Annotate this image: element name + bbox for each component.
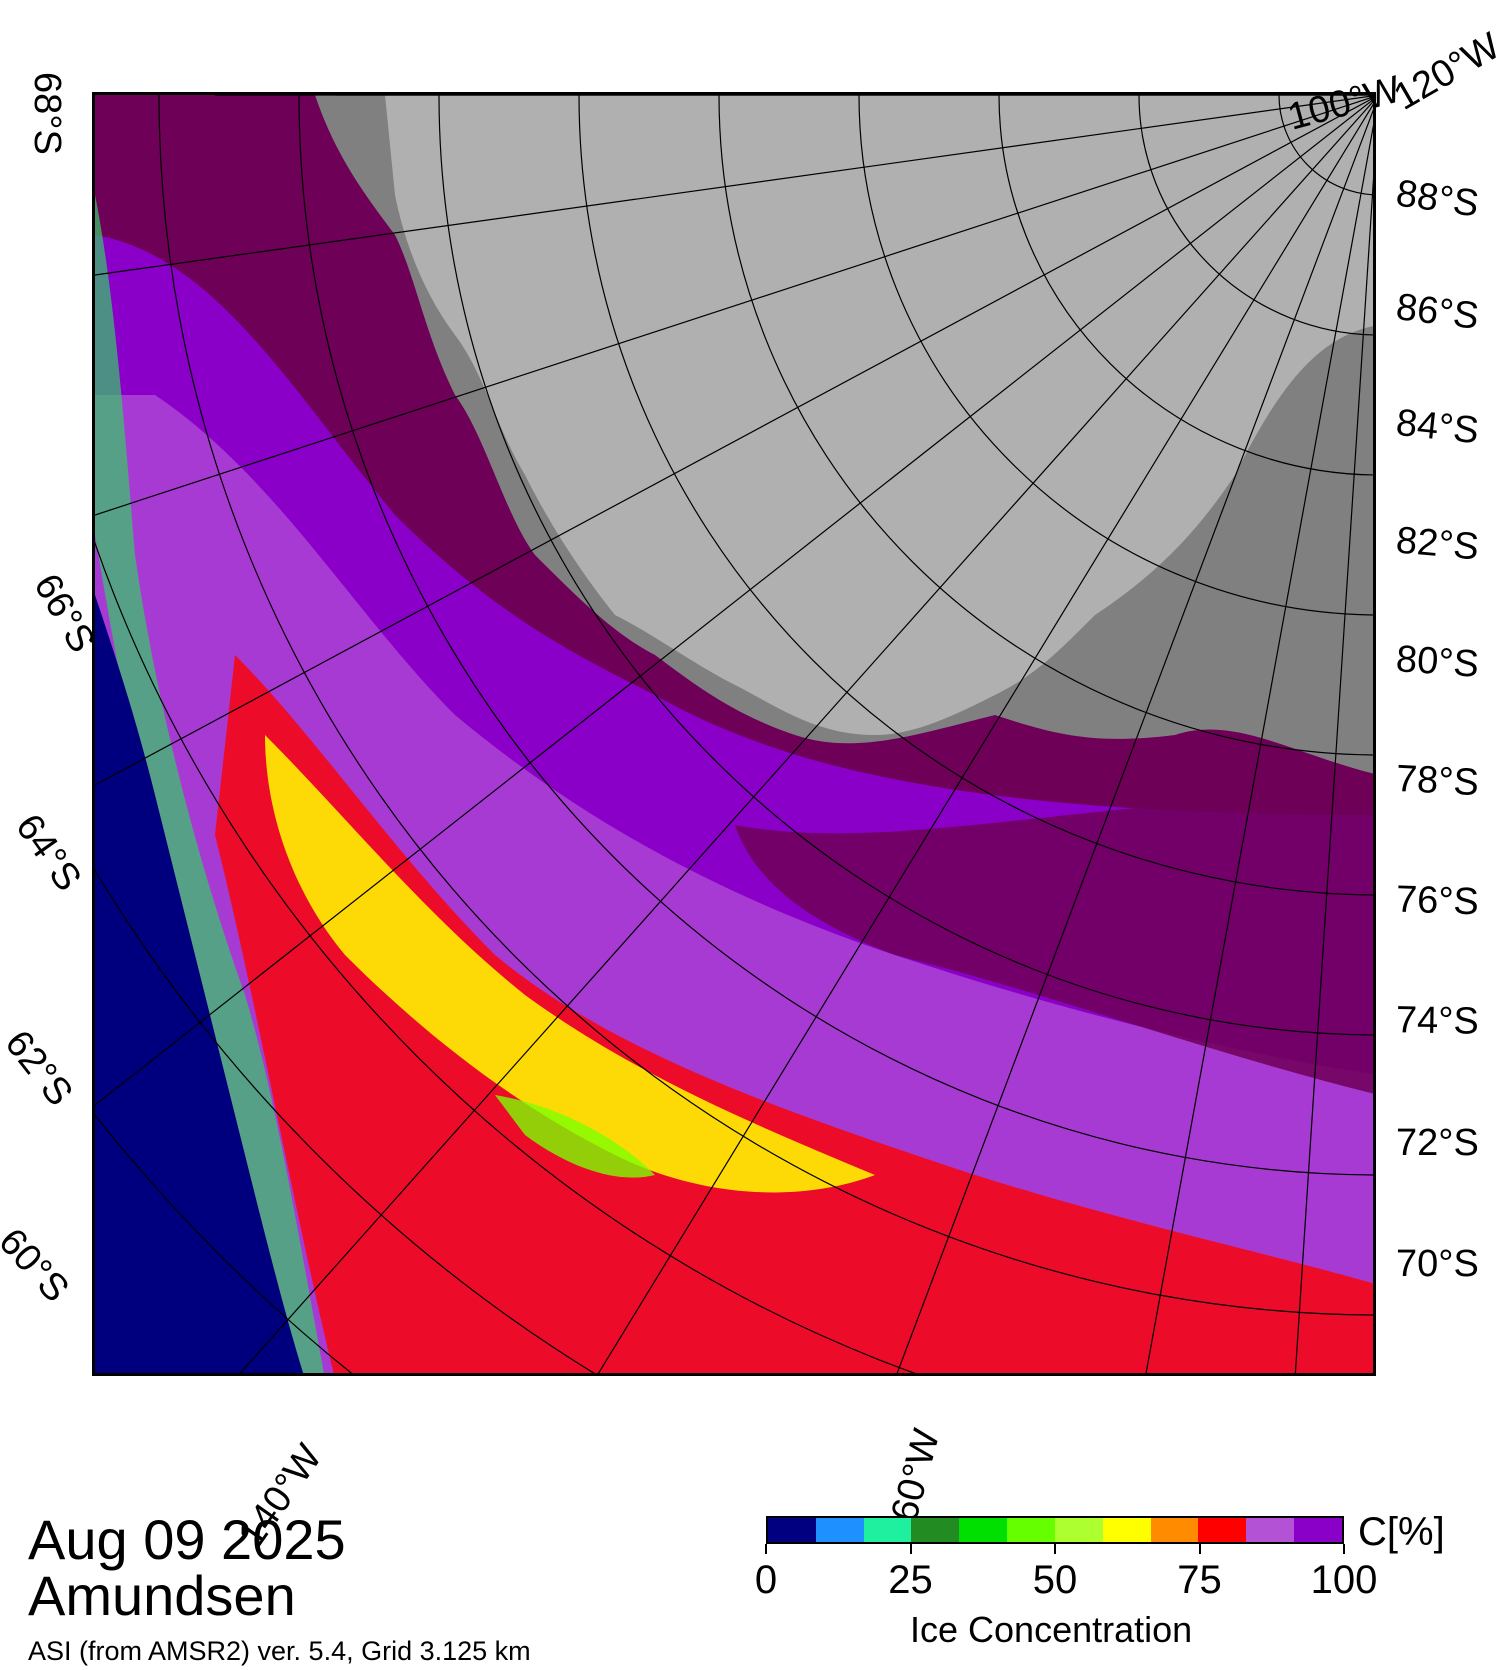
lat-label-62: 62°S [0, 1022, 81, 1114]
lat-label-80: 80°S [1394, 638, 1481, 686]
green-ice-patch [495, 1095, 655, 1178]
colorbar-tick-label: 100 [1310, 1558, 1378, 1602]
colorbar-legend: C[%] 0 25 50 75 100 Ice Concentration [755, 1512, 1445, 1648]
lat-label-78: 78°S [1394, 757, 1480, 805]
lat-label-82: 82°S [1394, 519, 1481, 569]
colorbar-tick [1054, 1544, 1056, 1554]
graticule [95, 95, 1373, 1373]
lat-label-60: 60°S [0, 1220, 77, 1311]
map-canvas [95, 95, 1373, 1373]
map-region: Amundsen [28, 1564, 296, 1627]
colorbar-tick [909, 1544, 912, 1554]
colorbar-tick [1198, 1544, 1201, 1554]
colorbar-segment [1294, 1518, 1342, 1542]
lat-label-72: 72°S [1396, 1122, 1479, 1164]
data-source: ASI (from AMSR2) ver. 5.4, Grid 3.125 km [28, 1636, 531, 1666]
lat-label-64: 64°S [7, 806, 90, 899]
colorbar-tick [1343, 1544, 1345, 1554]
lat-label-76: 76°S [1395, 878, 1480, 924]
lat-label-74: 74°S [1395, 999, 1480, 1043]
dark-ice-patch [735, 795, 1373, 1094]
colorbar-segment [768, 1518, 816, 1542]
colorbar-segment [1198, 1518, 1247, 1542]
colorbar-tick-label: 25 [888, 1558, 933, 1602]
yellow-ice-zone [265, 735, 875, 1193]
lat-label-84: 84°S [1394, 401, 1481, 453]
colorbar-segment [815, 1518, 864, 1542]
colorbar-tick-label: 50 [1032, 1558, 1078, 1602]
lat-label-66: 66°S [25, 567, 104, 660]
colorbar-segment [911, 1518, 960, 1542]
colorbar-tick-label: 75 [1177, 1558, 1222, 1602]
colorbar-tick-label: 0 [754, 1558, 778, 1602]
colorbar-segment [1054, 1518, 1103, 1542]
colorbar-segment [1007, 1518, 1055, 1542]
lat-label-86: 86°S [1393, 286, 1482, 338]
lat-label-68: 68°S [26, 72, 68, 155]
colorbar-segment [1246, 1518, 1295, 1542]
colorbar-tick [765, 1544, 767, 1554]
colorbar-segment [1150, 1518, 1199, 1542]
colorbar [766, 1516, 1344, 1544]
marginal-ice-zone [95, 195, 324, 1373]
lat-label-70: 70°S [1396, 1243, 1479, 1285]
colorbar-segment [959, 1518, 1008, 1542]
sea-ice-map [92, 92, 1376, 1376]
lon-label-120w: 120°W [1387, 25, 1499, 119]
map-date: Aug 09 2025 [28, 1508, 346, 1571]
land-ice-sheet [385, 95, 1373, 735]
colorbar-segment [863, 1518, 912, 1542]
open-ocean [95, 595, 304, 1373]
colorbar-unit: C[%] [1358, 1510, 1445, 1554]
colorbar-segment [1102, 1518, 1151, 1542]
colorbar-title: Ice Concentration [910, 1609, 1193, 1650]
red-ice-zone [215, 655, 1373, 1373]
lat-label-88: 88°S [1393, 172, 1482, 226]
